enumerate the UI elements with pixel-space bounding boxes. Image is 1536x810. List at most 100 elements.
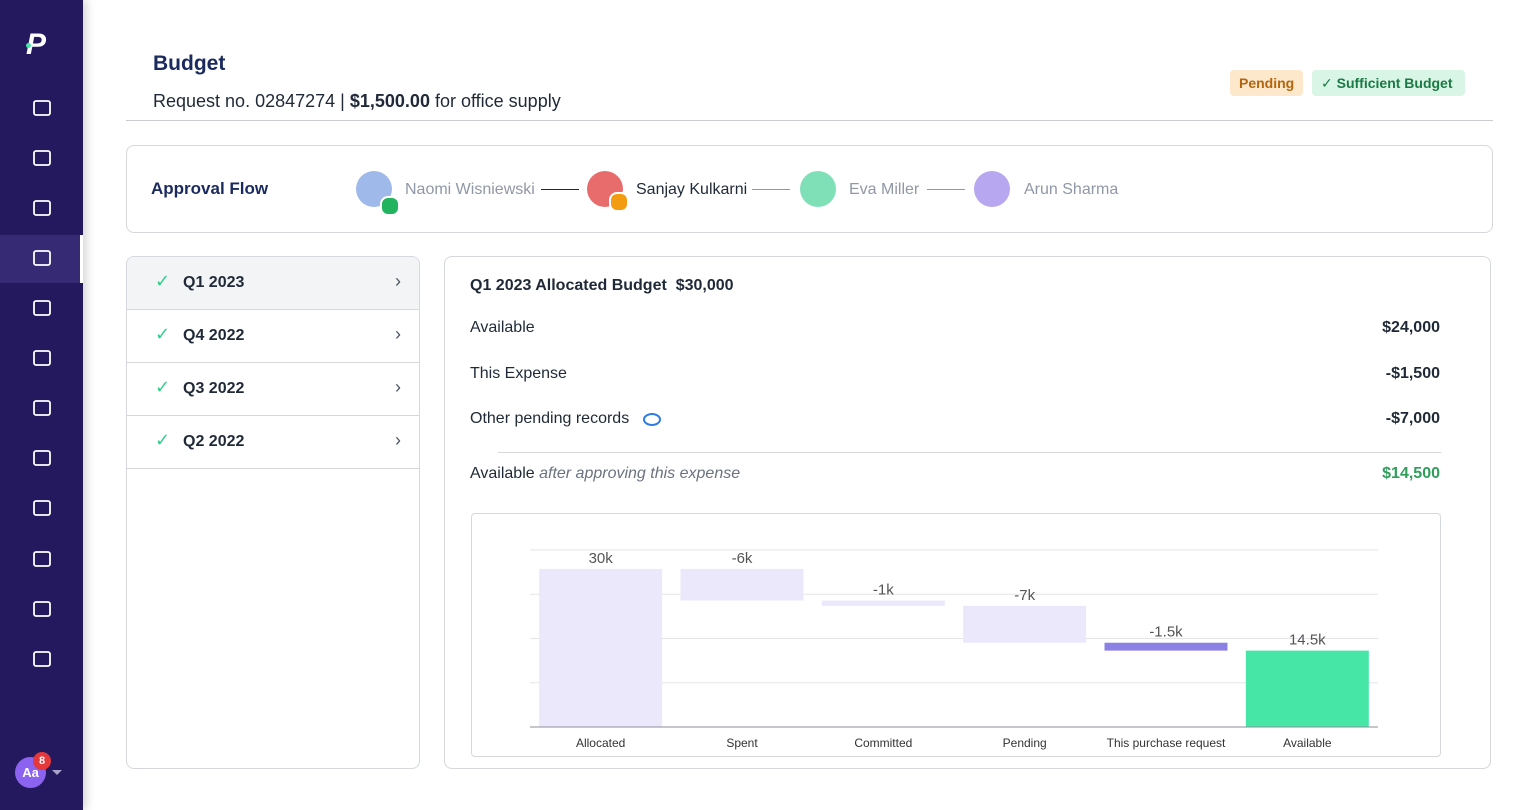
active-nav <box>0 235 83 283</box>
quarter-list: ✓ Q1 2023 › ✓ Q4 2022 › ✓ Q3 2022 › ✓ Q2 2022 › <box>126 256 420 769</box>
icon-shape <box>33 250 51 266</box>
view-icon[interactable] <box>643 413 661 426</box>
chevron: › <box>395 271 401 291</box>
separator: | <box>340 91 345 111</box>
icon-shape <box>33 300 51 316</box>
row-value: -$7,000 <box>1385 410 1440 427</box>
request-line: Request no. 02847274 | $1,500.00 for off… <box>153 91 561 112</box>
icon-shape <box>33 200 51 216</box>
page-title: Budget <box>153 52 226 75</box>
flow-arrow <box>541 189 579 190</box>
icon-shape <box>33 150 51 166</box>
bar <box>821 600 945 606</box>
chevron: › <box>395 377 401 397</box>
chevron: › <box>395 324 401 344</box>
value-label: -1.5k <box>1149 624 1183 641</box>
status-text: Sufficient Budget <box>1336 75 1453 91</box>
status-waiting <box>609 192 629 212</box>
bar <box>1245 650 1369 727</box>
quarter-item[interactable]: ✓ Q1 2023 › <box>127 257 419 310</box>
row-label: This Expense <box>470 364 567 382</box>
row-label: Other pending records <box>470 410 630 427</box>
x-tick-label: Available <box>1283 736 1332 750</box>
value-label: 14.5k <box>1289 632 1326 649</box>
check-icon: ✓ <box>155 271 171 291</box>
nav-icon[interactable] <box>33 601 51 617</box>
nav-icon[interactable] <box>33 400 51 416</box>
check-icon: ✓ <box>155 377 171 397</box>
nav-icon[interactable] <box>33 350 51 366</box>
icon-shape <box>33 601 51 617</box>
row-value: $24,000 <box>1382 319 1440 336</box>
icon-shape <box>33 551 51 567</box>
quarter-label: Q2 2022 <box>183 433 245 450</box>
chevron: › <box>395 430 401 450</box>
nav-icon[interactable] <box>33 200 51 216</box>
budget-total: $30,000 <box>675 277 734 294</box>
quarter-label: Q3 2022 <box>183 380 245 397</box>
x-tick-label: Allocated <box>576 736 625 750</box>
approver-avatar <box>974 171 1010 207</box>
approver-name: Arun Sharma <box>1024 181 1119 198</box>
chart: 30k Allocated -6k Spent -1k Committed -7k Pendi… <box>530 549 1378 750</box>
x-tick-label: This purchase request <box>1107 736 1226 750</box>
check-icon: ✓ <box>155 324 171 344</box>
icon-shape <box>33 100 51 116</box>
nav-icon[interactable] <box>33 551 51 567</box>
approver-name: Naomi Wisniewski <box>405 181 535 198</box>
bar <box>539 568 663 727</box>
sidebar: P Aa 8 <box>0 0 83 810</box>
user-avatar[interactable]: Aa <box>15 757 46 788</box>
approver-name: Sanjay Kulkarni <box>636 181 748 198</box>
quarter-item[interactable]: ✓ Q3 2022 › <box>127 363 419 416</box>
approval-flow-label: Approval Flow <box>151 179 269 198</box>
dropdown-caret[interactable] <box>52 770 62 775</box>
notification-badge: 8 <box>33 752 51 770</box>
quarter-item[interactable]: ✓ Q4 2022 › <box>127 310 419 363</box>
row-value: -$1,500 <box>1385 364 1440 382</box>
icon-shape <box>33 350 51 366</box>
nav-icon[interactable] <box>33 500 51 516</box>
nav-icons <box>33 100 51 667</box>
nav-icon[interactable] <box>33 450 51 466</box>
budget-heading: Q1 2023 Allocated Budget $30,000 <box>470 277 734 295</box>
request-amount: $1,500.00 <box>349 91 430 111</box>
nav-icon[interactable] <box>33 100 51 116</box>
request-purpose: for office supply <box>434 91 561 111</box>
approver-name: Eva Miller <box>849 181 920 198</box>
quarter-label: Q1 2023 <box>183 274 245 291</box>
bar <box>963 605 1087 643</box>
flow-arrow <box>927 189 965 190</box>
value-label: -7k <box>1014 587 1035 604</box>
result-value: $14,500 <box>1382 465 1440 482</box>
result-label: Available after approving this expense <box>470 465 740 483</box>
approver-avatar <box>800 171 836 207</box>
flow-arrow <box>752 189 790 190</box>
x-tick-label: Spent <box>726 736 758 750</box>
active-indicator <box>80 235 83 283</box>
icon-shape <box>33 651 51 667</box>
logo[interactable]: P <box>26 28 47 61</box>
x-tick-label: Committed <box>854 736 912 750</box>
status-badge: Pending <box>1230 70 1304 96</box>
result-text: Available <box>470 465 535 482</box>
divider <box>126 120 1493 121</box>
bar <box>1104 642 1228 651</box>
icon-shape <box>33 500 51 516</box>
request-number: Request no. 02847274 <box>153 91 336 111</box>
result-note: after approving this expense <box>539 465 741 482</box>
nav-icon[interactable] <box>33 300 51 316</box>
bar <box>680 568 804 601</box>
nav-icon[interactable] <box>33 250 51 266</box>
budget-title: Q1 2023 Allocated Budget <box>470 277 667 294</box>
nav-icon[interactable] <box>33 651 51 667</box>
x-tick-label: Pending <box>1003 736 1047 750</box>
value-label: -1k <box>873 582 894 599</box>
icon-shape <box>33 400 51 416</box>
quarter-item[interactable]: ✓ Q2 2022 › <box>127 416 419 469</box>
row-label: Available <box>470 319 535 336</box>
check-icon: ✓ <box>155 430 171 450</box>
divider <box>498 452 1441 453</box>
nav-icon[interactable] <box>33 150 51 166</box>
